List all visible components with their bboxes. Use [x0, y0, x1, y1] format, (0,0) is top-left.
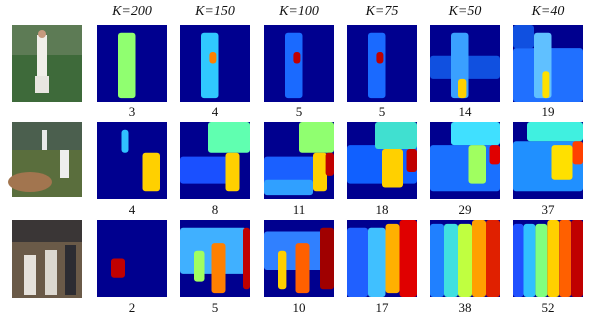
segment-count: 14 — [459, 104, 473, 119]
column-header: K=150 — [194, 4, 235, 19]
segment — [118, 33, 136, 98]
segmentation-map — [513, 122, 583, 199]
segment — [296, 243, 310, 293]
segment — [264, 157, 317, 184]
segment — [375, 122, 417, 149]
segment — [368, 33, 386, 98]
segment — [143, 153, 161, 192]
segmentation-map — [97, 25, 167, 102]
segmentation-map — [97, 220, 167, 297]
segment — [376, 52, 383, 64]
segment — [458, 224, 472, 297]
segment — [243, 228, 250, 290]
segment — [278, 251, 286, 289]
segment — [194, 251, 205, 282]
segment — [458, 79, 466, 98]
segmentation-map — [180, 220, 250, 297]
segment-count: 3 — [129, 104, 136, 119]
segment — [209, 52, 216, 64]
segment — [386, 224, 400, 293]
segment — [407, 149, 418, 172]
segment-count: 18 — [376, 202, 389, 217]
segmentation-map — [513, 220, 583, 297]
segment — [535, 224, 547, 297]
segment-count: 5 — [379, 104, 386, 119]
segment — [201, 33, 219, 98]
segment — [226, 153, 240, 192]
segment-count: 11 — [293, 202, 306, 217]
column-header: K=50 — [448, 4, 482, 19]
segment-count: 19 — [542, 104, 555, 119]
segment — [490, 145, 501, 164]
segment-count: 4 — [212, 104, 219, 119]
segment — [122, 130, 129, 153]
segment — [285, 33, 303, 98]
segment-count: 2 — [129, 300, 136, 315]
segment — [212, 243, 226, 293]
segment-count: 4 — [129, 202, 136, 217]
segmentation-map — [347, 122, 417, 199]
segment — [208, 122, 250, 153]
segment — [313, 153, 327, 192]
segment — [444, 224, 458, 297]
segment-count: 38 — [459, 300, 472, 315]
segment — [264, 180, 313, 195]
segmentation-map — [347, 220, 417, 297]
segment — [430, 224, 444, 297]
segmentation-map — [264, 25, 334, 102]
segment — [299, 122, 334, 153]
segment — [573, 141, 584, 164]
segment — [527, 122, 583, 141]
segment-count: 17 — [376, 300, 390, 315]
segmentation-map — [430, 122, 500, 199]
segment — [293, 52, 300, 64]
segmentation-map — [430, 25, 500, 102]
segment — [382, 149, 403, 188]
segmentation-map — [430, 220, 500, 297]
segmentation-map — [97, 122, 167, 199]
segment — [486, 220, 500, 297]
segment — [400, 220, 418, 297]
segment — [552, 145, 573, 180]
segment — [368, 228, 386, 297]
segmentation-map — [347, 25, 417, 102]
figure: K=200 K=150 K=100 K=75 K=50 K=40 3 4 5 5 14 19 4 8 11 1… — [0, 0, 592, 322]
segment-count: 5 — [212, 300, 219, 315]
column-header: K=75 — [365, 4, 399, 19]
background-segment — [97, 220, 167, 297]
column-header: K=200 — [111, 4, 152, 19]
column-header: K=40 — [531, 4, 565, 19]
segment-count: 8 — [212, 202, 219, 217]
segment — [513, 25, 534, 48]
segment — [347, 228, 368, 297]
segment — [180, 157, 229, 184]
segment-count: 10 — [293, 300, 306, 315]
segment-count: 5 — [296, 104, 303, 119]
segment-count: 37 — [542, 202, 556, 217]
segmentation-map — [180, 25, 250, 102]
segment — [571, 220, 583, 297]
segment — [320, 228, 334, 290]
segment — [469, 145, 487, 184]
segment — [451, 122, 500, 145]
photos — [8, 25, 82, 298]
segmentation-map — [264, 122, 334, 199]
segmentation-map — [264, 220, 334, 297]
segment-count: 52 — [542, 300, 555, 315]
segment-count: 29 — [459, 202, 472, 217]
segmentation-map — [513, 25, 583, 102]
segmentation-map — [180, 122, 250, 199]
segment — [326, 153, 334, 176]
segment — [524, 224, 536, 297]
segment — [547, 220, 559, 297]
segment — [542, 71, 549, 98]
segment — [513, 224, 524, 297]
segment — [111, 259, 125, 278]
column-header: K=100 — [278, 4, 319, 19]
segment — [559, 220, 571, 297]
segment — [472, 220, 486, 297]
